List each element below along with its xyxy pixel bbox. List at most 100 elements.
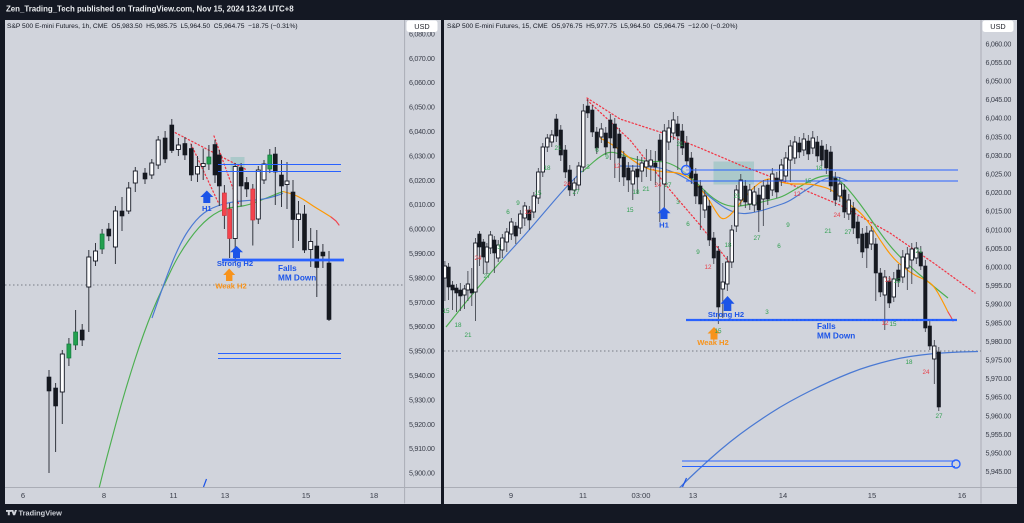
- svg-text:15: 15: [714, 328, 722, 335]
- svg-text:5,940.00: 5,940.00: [409, 371, 435, 380]
- svg-text:18: 18: [543, 165, 551, 172]
- svg-text:18: 18: [815, 165, 823, 172]
- svg-text:6,020.00: 6,020.00: [409, 176, 435, 185]
- svg-text:6,040.00: 6,040.00: [409, 127, 435, 136]
- svg-text:6,025.00: 6,025.00: [986, 170, 1012, 179]
- svg-text:6: 6: [506, 209, 510, 216]
- svg-text:24: 24: [833, 212, 841, 219]
- svg-text:27: 27: [483, 273, 491, 280]
- svg-text:5,950.00: 5,950.00: [409, 347, 435, 356]
- svg-text:18: 18: [905, 359, 913, 366]
- svg-text:6,010.00: 6,010.00: [409, 200, 435, 209]
- svg-text:15: 15: [442, 308, 450, 315]
- svg-text:21: 21: [915, 248, 923, 255]
- svg-text:5,965.00: 5,965.00: [986, 393, 1012, 402]
- svg-text:5,970.00: 5,970.00: [986, 374, 1012, 383]
- svg-text:MM Down: MM Down: [278, 274, 316, 283]
- svg-text:21: 21: [733, 193, 741, 200]
- svg-text:5,900.00: 5,900.00: [409, 469, 435, 478]
- svg-text:H1: H1: [202, 204, 212, 213]
- svg-text:6,030.00: 6,030.00: [409, 151, 435, 160]
- svg-text:15: 15: [889, 321, 897, 328]
- svg-text:12: 12: [524, 209, 532, 216]
- svg-text:15: 15: [804, 178, 812, 185]
- svg-text:16: 16: [958, 491, 966, 500]
- svg-text:12: 12: [613, 163, 621, 170]
- svg-text:18: 18: [724, 242, 732, 249]
- svg-text:12: 12: [704, 264, 712, 271]
- svg-text:5,945.00: 5,945.00: [986, 467, 1012, 476]
- svg-text:6,010.00: 6,010.00: [986, 225, 1012, 234]
- svg-text:15: 15: [868, 491, 876, 500]
- svg-text:21: 21: [676, 141, 684, 148]
- svg-text:12: 12: [793, 191, 801, 198]
- svg-text:24: 24: [654, 182, 662, 189]
- svg-text:H1: H1: [659, 221, 669, 230]
- svg-text:9: 9: [509, 491, 513, 500]
- svg-text:6,030.00: 6,030.00: [986, 151, 1012, 160]
- svg-text:15: 15: [534, 190, 542, 197]
- svg-text:21: 21: [464, 332, 472, 339]
- svg-text:5,980.00: 5,980.00: [409, 273, 435, 282]
- svg-text:Falls: Falls: [278, 264, 297, 273]
- svg-text:24: 24: [563, 181, 571, 188]
- svg-text:9: 9: [516, 200, 520, 207]
- svg-text:12: 12: [881, 320, 889, 327]
- svg-text:6: 6: [777, 243, 781, 250]
- svg-text:Zen_Trading_Tech published on: Zen_Trading_Tech published on TradingVie…: [6, 4, 294, 13]
- svg-text:24: 24: [922, 369, 930, 376]
- svg-text:11: 11: [170, 491, 178, 500]
- svg-text:5,950.00: 5,950.00: [986, 449, 1012, 458]
- svg-text:Falls: Falls: [817, 322, 836, 331]
- svg-text:3: 3: [676, 199, 680, 206]
- svg-text:13: 13: [689, 491, 697, 500]
- svg-text:27: 27: [935, 413, 943, 420]
- svg-text:03:00: 03:00: [631, 491, 650, 500]
- svg-text:3: 3: [765, 309, 769, 316]
- svg-text:3: 3: [497, 244, 501, 251]
- svg-text:6: 6: [686, 221, 690, 228]
- svg-text:5,960.00: 5,960.00: [986, 411, 1012, 420]
- svg-text:USD: USD: [990, 22, 1005, 31]
- svg-text:21: 21: [554, 145, 562, 152]
- svg-text:6,055.00: 6,055.00: [986, 58, 1012, 67]
- svg-text:Weak H2: Weak H2: [697, 338, 729, 347]
- svg-text:5,990.00: 5,990.00: [986, 300, 1012, 309]
- svg-text:6,050.00: 6,050.00: [986, 77, 1012, 86]
- svg-text:6,080.00: 6,080.00: [409, 29, 435, 38]
- svg-text:15: 15: [893, 278, 901, 285]
- svg-text:USD: USD: [414, 22, 429, 31]
- svg-text:5,975.00: 5,975.00: [986, 356, 1012, 365]
- svg-text:14: 14: [779, 491, 787, 500]
- svg-text:6,045.00: 6,045.00: [986, 95, 1012, 104]
- svg-text:5,985.00: 5,985.00: [986, 318, 1012, 327]
- svg-text:TradingView: TradingView: [19, 508, 63, 517]
- svg-text:5,910.00: 5,910.00: [409, 444, 435, 453]
- svg-text:9: 9: [696, 249, 700, 256]
- svg-text:6,015.00: 6,015.00: [986, 207, 1012, 216]
- svg-text:Weak H2: Weak H2: [215, 282, 247, 291]
- svg-text:24: 24: [474, 255, 482, 262]
- svg-text:5,990.00: 5,990.00: [409, 249, 435, 258]
- svg-text:5,920.00: 5,920.00: [409, 420, 435, 429]
- svg-text:15: 15: [302, 491, 310, 500]
- svg-text:18: 18: [370, 491, 378, 500]
- svg-text:18: 18: [454, 322, 462, 329]
- svg-text:27: 27: [844, 229, 852, 236]
- svg-text:6: 6: [21, 491, 25, 500]
- svg-text:3: 3: [586, 164, 590, 171]
- svg-text:9: 9: [605, 154, 609, 161]
- svg-text:6,040.00: 6,040.00: [986, 114, 1012, 123]
- svg-text:6,000.00: 6,000.00: [986, 263, 1012, 272]
- svg-text:6,035.00: 6,035.00: [986, 132, 1012, 141]
- svg-text:5,930.00: 5,930.00: [409, 395, 435, 404]
- svg-text:13: 13: [221, 491, 229, 500]
- svg-text:5,995.00: 5,995.00: [986, 281, 1012, 290]
- svg-text:5,955.00: 5,955.00: [986, 430, 1012, 439]
- svg-text:9: 9: [786, 222, 790, 229]
- svg-text:6,020.00: 6,020.00: [986, 188, 1012, 197]
- svg-text:6,005.00: 6,005.00: [986, 244, 1012, 253]
- svg-text:27: 27: [753, 235, 761, 242]
- svg-text:MM Down: MM Down: [817, 332, 855, 341]
- svg-text:6,070.00: 6,070.00: [409, 54, 435, 63]
